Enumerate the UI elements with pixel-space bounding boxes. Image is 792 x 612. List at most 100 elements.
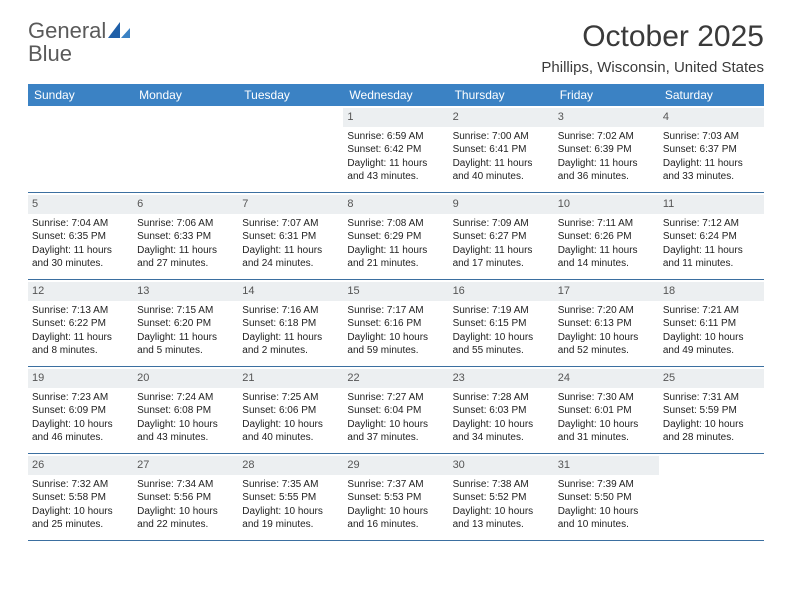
day-number: 30 bbox=[453, 459, 465, 471]
day-number-row: 26 bbox=[28, 456, 133, 475]
day-cell: 5 Sunrise: 7:04 AMSunset: 6:35 PMDaylight… bbox=[28, 193, 133, 279]
day-number-row: 23 bbox=[449, 369, 554, 388]
day-number: 7 bbox=[242, 198, 248, 210]
day-number-row: 20 bbox=[133, 369, 238, 388]
day-cell: 4Sunrise: 7:03 AMSunset: 6:37 PMDaylight… bbox=[659, 106, 764, 192]
day-number-row: 9 bbox=[449, 195, 554, 214]
day-cell bbox=[133, 106, 238, 192]
sunset-text: Sunset: 6:15 PM bbox=[453, 317, 550, 331]
daylight-text: Daylight: 10 hours and 40 minutes. bbox=[242, 418, 339, 445]
sunset-text: Sunset: 6:13 PM bbox=[558, 317, 655, 331]
daylight-text: Daylight: 11 hours and 8 minutes. bbox=[32, 331, 129, 358]
day-number-row: 11 bbox=[659, 195, 764, 214]
sunrise-text: Sunrise: 7:06 AM bbox=[137, 217, 234, 231]
daylight-text: Daylight: 10 hours and 52 minutes. bbox=[558, 331, 655, 358]
week-row: 19Sunrise: 7:23 AMSunset: 6:09 PMDayligh… bbox=[28, 367, 764, 454]
sunrise-text: Sunrise: 7:39 AM bbox=[558, 478, 655, 492]
sunset-text: Sunset: 6:04 PM bbox=[347, 404, 444, 418]
day-of-week-header: Sunday Monday Tuesday Wednesday Thursday… bbox=[28, 84, 764, 106]
week-row: 1Sunrise: 6:59 AMSunset: 6:42 PMDaylight… bbox=[28, 106, 764, 193]
sunset-text: Sunset: 6:35 PM bbox=[32, 230, 129, 244]
day-number-row: 6 bbox=[133, 195, 238, 214]
day-cell: 29Sunrise: 7:37 AMSunset: 5:53 PMDayligh… bbox=[343, 454, 448, 540]
dow-thu: Thursday bbox=[449, 84, 554, 106]
day-number-row: 1 bbox=[343, 108, 448, 127]
sunrise-text: Sunrise: 7:35 AM bbox=[242, 478, 339, 492]
day-number-row: 28 bbox=[238, 456, 343, 475]
dow-sun: Sunday bbox=[28, 84, 133, 106]
calendar-page: General Blue October 2025 Phillips, Wisc… bbox=[0, 0, 792, 561]
week-row: 12Sunrise: 7:13 AMSunset: 6:22 PMDayligh… bbox=[28, 280, 764, 367]
daylight-text: Daylight: 10 hours and 49 minutes. bbox=[663, 331, 760, 358]
day-number: 14 bbox=[242, 285, 254, 297]
day-number: 31 bbox=[558, 459, 570, 471]
day-cell: 2 Sunrise: 7:00 AMSunset: 6:41 PMDaylight… bbox=[449, 106, 554, 192]
day-number-row: 29 bbox=[343, 456, 448, 475]
sunset-text: Sunset: 6:33 PM bbox=[137, 230, 234, 244]
day-number-row: 15 bbox=[343, 282, 448, 301]
daylight-text: Daylight: 10 hours and 19 minutes. bbox=[242, 505, 339, 532]
daylight-text: Daylight: 11 hours and 14 minutes. bbox=[558, 244, 655, 271]
daylight-text: Daylight: 11 hours and 27 minutes. bbox=[137, 244, 234, 271]
daylight-text: Daylight: 10 hours and 13 minutes. bbox=[453, 505, 550, 532]
daylight-text: Daylight: 11 hours and 2 minutes. bbox=[242, 331, 339, 358]
sunset-text: Sunset: 5:58 PM bbox=[32, 491, 129, 505]
week-row: 5Sunrise: 7:04 AMSunset: 6:35 PMDaylight… bbox=[28, 193, 764, 280]
day-number-row: 17 bbox=[554, 282, 659, 301]
day-cell: 26Sunrise: 7:32 AMSunset: 5:58 PMDayligh… bbox=[28, 454, 133, 540]
daylight-text: Daylight: 11 hours and 11 minutes. bbox=[663, 244, 760, 271]
calendar-grid: Sunday Monday Tuesday Wednesday Thursday… bbox=[28, 84, 764, 541]
sunset-text: Sunset: 6:31 PM bbox=[242, 230, 339, 244]
day-number: 2 bbox=[453, 111, 459, 123]
sunset-text: Sunset: 6:11 PM bbox=[663, 317, 760, 331]
day-cell bbox=[238, 106, 343, 192]
sunset-text: Sunset: 6:20 PM bbox=[137, 317, 234, 331]
dow-fri: Friday bbox=[554, 84, 659, 106]
sunset-text: Sunset: 6:16 PM bbox=[347, 317, 444, 331]
day-cell: 19Sunrise: 7:23 AMSunset: 6:09 PMDayligh… bbox=[28, 367, 133, 453]
day-cell: 24Sunrise: 7:30 AMSunset: 6:01 PMDayligh… bbox=[554, 367, 659, 453]
sunset-text: Sunset: 6:03 PM bbox=[453, 404, 550, 418]
day-number-row: 12 bbox=[28, 282, 133, 301]
day-cell: 6 Sunrise: 7:06 AMSunset: 6:33 PMDaylight… bbox=[133, 193, 238, 279]
sunset-text: Sunset: 6:37 PM bbox=[663, 143, 760, 157]
daylight-text: Daylight: 10 hours and 59 minutes. bbox=[347, 331, 444, 358]
day-number: 21 bbox=[242, 372, 254, 384]
day-cell: 11Sunrise: 7:12 AMSunset: 6:24 PMDayligh… bbox=[659, 193, 764, 279]
day-cell: 1Sunrise: 6:59 AMSunset: 6:42 PMDaylight… bbox=[343, 106, 448, 192]
sunrise-text: Sunrise: 7:04 AM bbox=[32, 217, 129, 231]
daylight-text: Daylight: 11 hours and 30 minutes. bbox=[32, 244, 129, 271]
day-number-row: 8 bbox=[343, 195, 448, 214]
day-cell bbox=[28, 106, 133, 192]
logo-text-block: General Blue bbox=[28, 20, 130, 66]
sunrise-text: Sunrise: 7:00 AM bbox=[453, 130, 550, 144]
day-number-row: 22 bbox=[343, 369, 448, 388]
daylight-text: Daylight: 11 hours and 24 minutes. bbox=[242, 244, 339, 271]
day-number: 23 bbox=[453, 372, 465, 384]
day-number-row: 30 bbox=[449, 456, 554, 475]
sunset-text: Sunset: 6:22 PM bbox=[32, 317, 129, 331]
day-number-row: 5 bbox=[28, 195, 133, 214]
sunset-text: Sunset: 6:41 PM bbox=[453, 143, 550, 157]
daylight-text: Daylight: 11 hours and 21 minutes. bbox=[347, 244, 444, 271]
day-number: 26 bbox=[32, 459, 44, 471]
day-cell: 25Sunrise: 7:31 AMSunset: 5:59 PMDayligh… bbox=[659, 367, 764, 453]
sunrise-text: Sunrise: 7:11 AM bbox=[558, 217, 655, 231]
day-cell: 8Sunrise: 7:08 AMSunset: 6:29 PMDaylight… bbox=[343, 193, 448, 279]
daylight-text: Daylight: 11 hours and 40 minutes. bbox=[453, 157, 550, 184]
day-cell: 22Sunrise: 7:27 AMSunset: 6:04 PMDayligh… bbox=[343, 367, 448, 453]
weeks-container: 1Sunrise: 6:59 AMSunset: 6:42 PMDaylight… bbox=[28, 106, 764, 541]
page-title: October 2025 bbox=[541, 20, 764, 53]
sunset-text: Sunset: 6:27 PM bbox=[453, 230, 550, 244]
day-number: 3 bbox=[558, 111, 564, 123]
sunset-text: Sunset: 6:06 PM bbox=[242, 404, 339, 418]
day-cell: 16Sunrise: 7:19 AMSunset: 6:15 PMDayligh… bbox=[449, 280, 554, 366]
day-number-row: 3 bbox=[554, 108, 659, 127]
daylight-text: Daylight: 10 hours and 34 minutes. bbox=[453, 418, 550, 445]
day-number: 20 bbox=[137, 372, 149, 384]
day-number-row: 7 bbox=[238, 195, 343, 214]
day-number: 24 bbox=[558, 372, 570, 384]
day-number: 11 bbox=[663, 198, 674, 210]
day-number: 9 bbox=[453, 198, 459, 210]
day-cell: 10Sunrise: 7:11 AMSunset: 6:26 PMDayligh… bbox=[554, 193, 659, 279]
